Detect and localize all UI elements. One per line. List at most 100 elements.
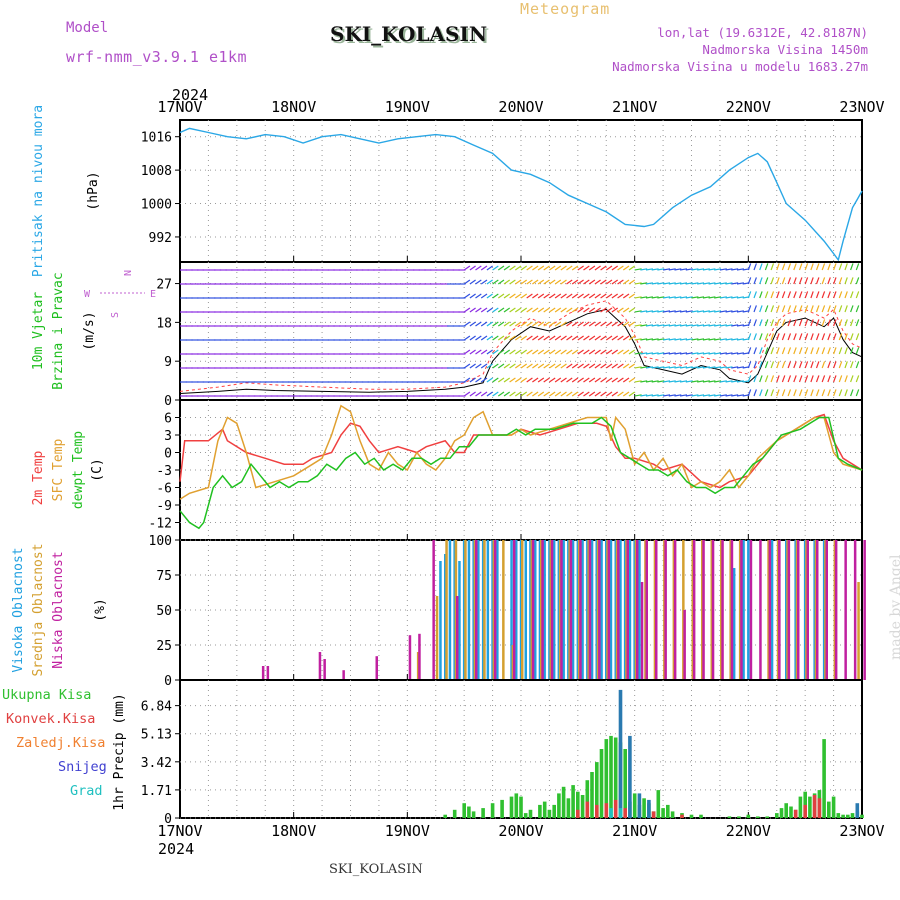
wind-barb: [561, 350, 567, 354]
bar-precipitation: [647, 800, 651, 818]
bar-precipitation: [657, 790, 661, 818]
wind-barb: [589, 364, 595, 368]
wind-barb: [481, 336, 487, 340]
wind-barb: [845, 347, 847, 354]
wind-barb: [532, 392, 538, 396]
wind-barb: [782, 291, 784, 298]
wind-barb: [754, 389, 756, 396]
bottom-date-label: 17NOV: [157, 822, 202, 840]
wind-barb: [481, 308, 487, 312]
bar-precipitation: [529, 810, 533, 818]
series-temperature-2: [180, 418, 862, 529]
bar-clouds: [445, 540, 448, 680]
bar-precipitation: [595, 805, 599, 818]
wind-barb: [544, 308, 550, 312]
bar-clouds: [712, 540, 715, 680]
bar-clouds: [560, 540, 563, 680]
bar-clouds: [436, 596, 439, 680]
bar-clouds: [750, 540, 753, 680]
wind-barb: [538, 336, 544, 340]
wind-barb: [527, 322, 533, 326]
bar-clouds: [487, 540, 490, 680]
wind-barb: [595, 336, 601, 340]
wind-barb: [822, 263, 824, 270]
bar-clouds: [521, 540, 524, 680]
wind-barb: [567, 364, 573, 368]
wind-barb: [470, 336, 476, 340]
wind-barb: [612, 322, 618, 326]
wind-barb: [612, 308, 618, 312]
wind-barb: [805, 333, 807, 340]
wind-barb: [839, 263, 841, 270]
wind-barb: [606, 378, 612, 382]
wind-barb: [504, 364, 510, 368]
wind-barb: [834, 263, 836, 270]
wind-barb: [589, 308, 595, 312]
wind-barb: [851, 263, 853, 270]
wind-barb: [777, 305, 779, 312]
bar-precipitation: [666, 805, 670, 818]
bar-clouds: [617, 540, 620, 680]
wind-barb: [527, 280, 533, 284]
top-date-label: 22NOV: [726, 98, 771, 116]
y-tick-label: 6.84: [141, 700, 172, 715]
wind-barb: [498, 280, 504, 284]
wind-barb: [771, 277, 773, 284]
wind-barb: [487, 350, 493, 354]
wind-barb: [623, 266, 629, 270]
bar-clouds: [721, 540, 724, 680]
wind-barb: [527, 308, 533, 312]
bar-precipitation: [614, 800, 618, 818]
wind-barb: [521, 378, 527, 382]
wind-barb: [606, 266, 612, 270]
bar-precipitation: [562, 787, 566, 818]
wind-barb: [538, 266, 544, 270]
y-tick-label: 1.71: [141, 784, 172, 799]
bar-clouds: [857, 582, 860, 680]
wind-barb: [555, 308, 561, 312]
bar-precipitation: [586, 802, 590, 818]
bar-clouds: [629, 540, 632, 680]
bar-clouds: [513, 540, 516, 680]
wind-barb: [623, 378, 629, 382]
bar-clouds: [541, 540, 544, 680]
ylabel-precip: 1hr Precip (mm): [112, 693, 127, 810]
wind-barb: [834, 305, 836, 312]
wind-barb: [464, 266, 470, 270]
bar-precipitation: [590, 772, 594, 818]
wind-barb: [760, 277, 762, 284]
wind-barb: [788, 333, 790, 340]
bar-precipitation: [628, 736, 632, 818]
wind-barb: [601, 350, 607, 354]
wind-barb: [578, 294, 584, 298]
wind-barb: [606, 336, 612, 340]
bar-clouds: [532, 540, 535, 680]
wind-barb: [567, 294, 573, 298]
wind-barb: [618, 294, 624, 298]
wind-barb: [800, 291, 802, 298]
wind-barb: [839, 375, 841, 382]
wind-barb: [845, 263, 847, 270]
wind-barb: [567, 308, 573, 312]
wind-barb: [561, 364, 567, 368]
wind-barb: [527, 294, 533, 298]
wind-barb: [601, 392, 607, 396]
wind-barb: [555, 336, 561, 340]
wind-barb: [856, 277, 858, 284]
wind-barb: [470, 294, 476, 298]
bar-clouds: [844, 540, 847, 680]
bar-clouds: [267, 666, 270, 680]
wind-barb: [851, 277, 853, 284]
bar-precipitation: [837, 813, 841, 818]
wind-barb: [538, 294, 544, 298]
wind-barb: [800, 319, 802, 326]
wind-barb: [805, 263, 807, 270]
wind-barb: [572, 378, 578, 382]
bar-clouds: [636, 540, 639, 680]
panel-clouds: [175, 540, 866, 680]
panel-precipitation: [175, 680, 864, 818]
wind-barb: [538, 378, 544, 382]
bar-precipitation: [472, 811, 476, 818]
bar-precipitation: [860, 815, 864, 818]
compass-n: N: [121, 270, 132, 276]
